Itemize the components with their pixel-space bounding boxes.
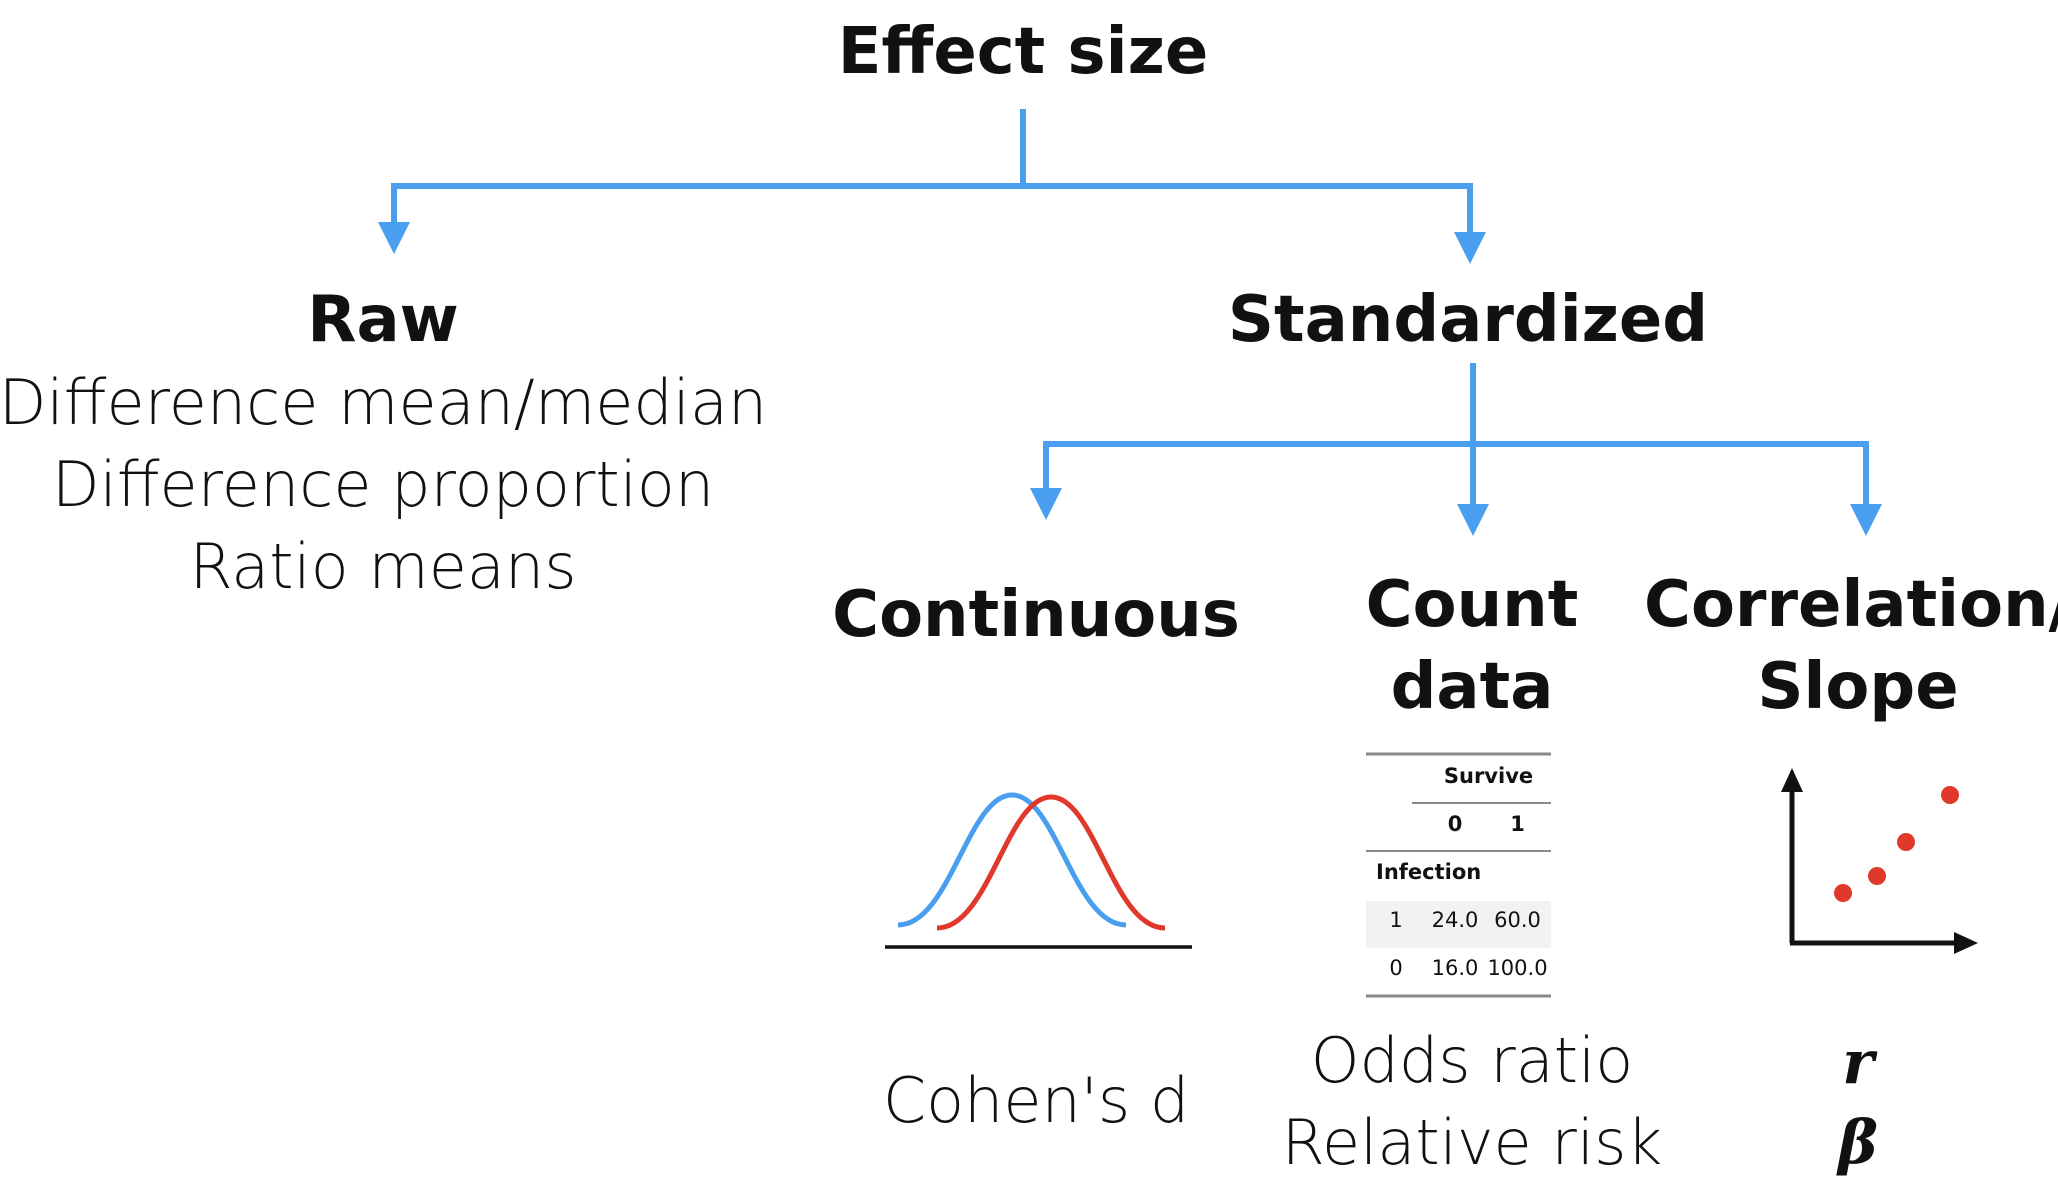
- root-title: Effect size: [837, 15, 1209, 89]
- table-row: Survive: [1366, 752, 1551, 800]
- continuous-title: Continuous: [832, 578, 1240, 652]
- correlation-title: Correlation/: [1643, 568, 2058, 642]
- raw-title: Raw: [307, 283, 459, 357]
- scatter-point: [1897, 833, 1915, 851]
- col-group-label: Survive: [1443, 764, 1534, 788]
- raw-example: Difference proportion: [51, 448, 715, 521]
- table-row: 0 16.0 100.0: [1366, 944, 1551, 992]
- col-header: 0: [1447, 812, 1463, 836]
- row-label: 0: [1389, 956, 1403, 980]
- count-table: Survive 0 1 Infection 1 24.0 60.0 0 16.0…: [1366, 752, 1551, 992]
- correlation-title: Slope: [1757, 650, 1959, 724]
- beta-symbol: β: [1838, 1108, 1878, 1178]
- standardized-title: Standardized: [1227, 283, 1709, 357]
- col-header: 1: [1510, 812, 1525, 836]
- arrow-to-continuous: [1030, 488, 1062, 520]
- table-row: 1 24.0 60.0: [1366, 896, 1551, 944]
- x-axis-arrow: [1954, 932, 1978, 954]
- table-cell: 60.0: [1494, 908, 1541, 932]
- odds-ratio-label: Odds ratio: [1310, 1024, 1634, 1097]
- arrow-to-correlation: [1850, 504, 1882, 536]
- arrow-to-raw: [378, 222, 410, 254]
- count-data-title: Count: [1365, 568, 1579, 642]
- relative-risk-label: Relative risk: [1281, 1106, 1663, 1179]
- r-symbol: r: [1842, 1028, 1874, 1098]
- root-connector: [391, 109, 1473, 238]
- count-data-title: data: [1390, 650, 1554, 724]
- table-cell: 16.0: [1431, 956, 1479, 980]
- table-row: 0 1: [1366, 800, 1551, 848]
- row-label: 1: [1389, 908, 1403, 932]
- raw-example: Difference mean/median: [0, 366, 768, 439]
- distribution-a: [897, 792, 1127, 928]
- row-group-label: Infection: [1376, 860, 1482, 884]
- cohens-d-label: Cohen's d: [882, 1064, 1190, 1137]
- scatter-point: [1941, 786, 1959, 804]
- scatter-point: [1834, 884, 1852, 902]
- standardized-connector: [1043, 363, 1869, 508]
- raw-example: Ratio means: [189, 530, 577, 603]
- table-cell: 100.0: [1487, 956, 1548, 980]
- table-cell: 24.0: [1431, 908, 1479, 932]
- y-axis-arrow: [1781, 768, 1803, 792]
- arrow-to-standardized: [1454, 232, 1486, 264]
- arrow-to-count: [1457, 504, 1489, 536]
- table-row: Infection: [1366, 848, 1551, 896]
- scatter-point: [1868, 867, 1886, 885]
- distribution-b: [936, 794, 1166, 931]
- table-row-shade: [1366, 901, 1551, 948]
